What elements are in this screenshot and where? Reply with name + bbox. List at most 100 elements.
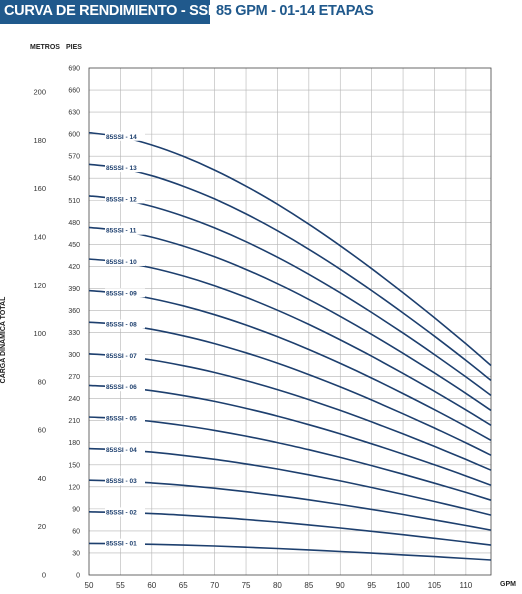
x-tick-label: 65: [179, 581, 188, 590]
y-pies-tick-label: 60: [72, 528, 80, 535]
y-pies-tick-label: 390: [68, 286, 80, 293]
curve-line: [88, 289, 492, 442]
y-pies-tick-label: 90: [72, 506, 80, 513]
x-axis-label: GPM: [500, 581, 516, 588]
curve-label: 85SSI - 03: [106, 478, 137, 485]
y-pies-tick-label: 0: [76, 573, 80, 580]
right-axis-unit: PIES: [66, 44, 82, 51]
y-metros-tick-label: 20: [38, 522, 46, 531]
y-pies-tick-label: 510: [68, 198, 80, 205]
curve-label: 85SSI - 05: [106, 415, 137, 422]
y-metros-tick-label: 60: [38, 426, 46, 435]
curve-label: 85SSI - 10: [106, 259, 137, 266]
curve-label: 85SSI - 01: [106, 541, 137, 548]
y-pies-tick-label: 660: [68, 88, 80, 95]
y-metros-tick-label: 140: [33, 233, 46, 242]
page-subtitle: 85 GPM - 01-14 ETAPAS: [216, 3, 374, 19]
y-pies-tick-label: 180: [68, 440, 80, 447]
curve-label: 85SSI - 04: [106, 447, 137, 454]
x-tick-label: 70: [210, 581, 219, 590]
y-pies-tick-label: 600: [68, 132, 80, 139]
left-axis-unit: METROS: [30, 44, 60, 51]
curve-line: [88, 353, 492, 471]
x-tick-label: 85: [304, 581, 313, 590]
title-banner: CURVA DE RENDIMIENTO - SSI 6": [0, 0, 230, 24]
y-metros-tick-label: 180: [33, 136, 46, 145]
curves: [88, 131, 492, 561]
y-metros-tick-label: 80: [38, 377, 46, 386]
tick-labels: 0 30 60 90 120 150 180 210 240 270 300 330 360 390 420…: [33, 66, 472, 591]
x-tick-label: 50: [85, 581, 94, 590]
curve-label-bg: [105, 288, 145, 298]
y-pies-tick-label: 630: [68, 110, 80, 117]
curve-label: 85SSI - 02: [106, 509, 137, 516]
x-tick-label: 100: [396, 581, 410, 590]
x-tick-label: 95: [367, 581, 376, 590]
y-metros-tick-label: 120: [33, 281, 46, 290]
x-tick-label: 75: [242, 581, 251, 590]
curve-label: 85SSI - 08: [106, 322, 137, 329]
curve-label: 85SSI - 13: [106, 165, 137, 172]
curve-line: [88, 163, 492, 382]
curve-label-bg: [105, 476, 145, 486]
curve-label-bg: [105, 350, 145, 360]
curve-label: 85SSI - 06: [106, 384, 137, 391]
curve-line: [88, 321, 492, 457]
curve-line: [88, 479, 492, 531]
y-metros-tick-label: 200: [33, 88, 46, 97]
x-tick-label: 60: [147, 581, 156, 590]
curve-label-bg: [105, 319, 145, 329]
x-tick-label: 90: [336, 581, 345, 590]
y-metros-tick-label: 100: [33, 329, 46, 338]
y-pies-tick-label: 360: [68, 308, 80, 315]
y-pies-tick-label: 150: [68, 462, 80, 469]
curve-line: [88, 542, 492, 561]
y-pies-tick-label: 690: [68, 66, 80, 73]
x-tick-label: 110: [459, 581, 472, 590]
curve-label-bg: [105, 413, 145, 423]
grid-lines: [89, 68, 491, 575]
curve-line: [88, 416, 492, 501]
y-axis-title: CARGA DINÁMICA TOTAL: [0, 296, 7, 384]
x-tick-label: 80: [273, 581, 282, 590]
curve-label-bg: [105, 194, 145, 204]
curve-label-bg: [105, 163, 145, 173]
curve-line: [88, 447, 492, 516]
curve-line: [88, 131, 492, 367]
y-pies-tick-label: 450: [68, 242, 80, 249]
y-pies-tick-label: 30: [72, 550, 80, 557]
subtitle-banner: 85 GPM - 01-14 ETAPAS: [210, 0, 374, 24]
y-pies-tick-label: 570: [68, 154, 80, 161]
page-title: CURVA DE RENDIMIENTO - SSI 6": [4, 3, 230, 19]
y-metros-tick-label: 0: [42, 571, 46, 580]
y-metros-tick-label: 40: [38, 474, 46, 483]
y-pies-tick-label: 330: [68, 330, 80, 337]
curve-line: [88, 384, 492, 486]
curve-label-bg: [105, 131, 145, 141]
curve-label-bg: [105, 538, 145, 548]
curve-label: 85SSI - 14: [106, 134, 137, 141]
y-pies-tick-label: 420: [68, 264, 80, 271]
curve-label-bg: [105, 225, 145, 235]
curve-label: 85SSI - 12: [106, 196, 137, 203]
y-pies-tick-label: 240: [68, 396, 80, 403]
x-tick-label: 105: [428, 581, 442, 590]
curve-labels: 85SSI - 01 85SSI - 02 85SSI - 03 85SSI - 04…: [105, 131, 145, 548]
curve-line: [88, 511, 492, 546]
curve-line: [88, 258, 492, 426]
curve-label: 85SSI - 11: [106, 228, 137, 235]
curve-label: 85SSI - 07: [106, 353, 137, 360]
curve-label-bg: [105, 382, 145, 392]
y-pies-tick-label: 480: [68, 220, 80, 227]
curve-label-bg: [105, 507, 145, 517]
y-pies-tick-label: 540: [68, 176, 80, 183]
curve-line: [88, 226, 492, 412]
plot-frame: [88, 67, 492, 576]
y-pies-tick-label: 270: [68, 374, 80, 381]
y-pies-tick-label: 210: [68, 418, 80, 425]
x-tick-label: 55: [116, 581, 125, 590]
y-pies-tick-label: 120: [68, 484, 80, 491]
y-metros-tick-label: 160: [33, 184, 46, 193]
curve-label-bg: [105, 256, 145, 266]
